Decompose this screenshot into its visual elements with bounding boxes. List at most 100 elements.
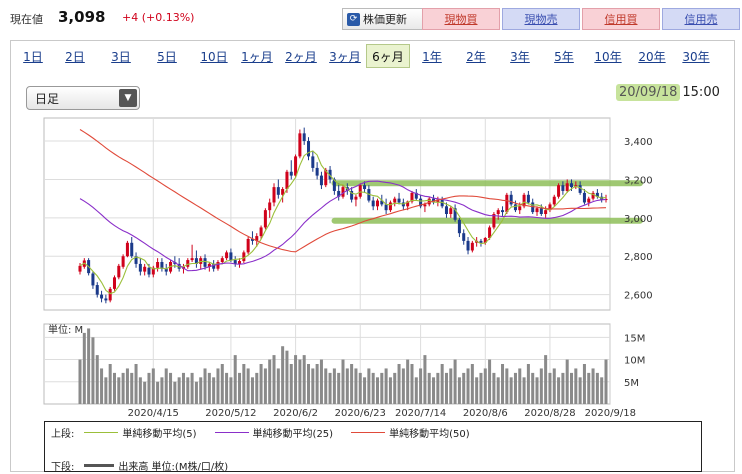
ma5-line (79, 150, 607, 295)
volume-bar (457, 377, 461, 404)
candle-body (212, 263, 216, 269)
volume-bar (108, 364, 112, 404)
volume-bar (199, 377, 203, 404)
volume-swatch (84, 464, 115, 467)
candle-body (315, 167, 319, 176)
tab-1y[interactable]: 1年 (422, 49, 442, 64)
volume-bar (488, 359, 492, 404)
price-tick-label: 2,800 (624, 252, 653, 263)
volume-bar (151, 368, 155, 404)
volume-bar (406, 359, 410, 404)
tab-3m[interactable]: 3ヶ月 (329, 49, 361, 64)
tab-10y[interactable]: 10年 (594, 49, 622, 64)
tab-3d[interactable]: 3日 (111, 49, 131, 64)
volume-tick-label: 15M (624, 333, 645, 344)
price-panel-border (43, 117, 611, 311)
volume-bar (470, 364, 474, 404)
volume-bar (147, 372, 151, 404)
volume-bar (160, 377, 164, 404)
tab-2y[interactable]: 2年 (466, 49, 486, 64)
candle-body (294, 156, 298, 176)
volume-bar (311, 368, 315, 404)
volume-bar (544, 355, 548, 404)
margin-buy-button[interactable]: 信用買 (582, 8, 660, 30)
tab-20y[interactable]: 20年 (638, 49, 666, 64)
tab-3y[interactable]: 3年 (510, 49, 530, 64)
tab-30y[interactable]: 30年 (682, 49, 710, 64)
volume-bar (337, 372, 341, 404)
candle-body (410, 192, 414, 202)
volume-bar (173, 381, 177, 404)
candle-body (276, 187, 280, 195)
volume-bar (522, 377, 526, 404)
volume-bar (169, 372, 173, 404)
candle-body (177, 263, 181, 269)
tab-1d[interactable]: 1日 (23, 49, 43, 64)
tab-10d[interactable]: 10日 (200, 49, 228, 64)
tab-5y[interactable]: 5年 (554, 49, 574, 64)
candle-body (436, 199, 440, 203)
volume-bar (345, 368, 349, 404)
volume-bar (341, 359, 345, 404)
spot-sell-button[interactable]: 現物売 (502, 8, 580, 30)
ma25-line (79, 180, 607, 272)
volume-bar (526, 364, 530, 404)
candle-body (505, 194, 509, 213)
volume-bar (393, 372, 397, 404)
volume-bar (125, 368, 129, 404)
volume-bar (276, 368, 280, 404)
refresh-quote-button[interactable]: ⟳ 株価更新 (342, 8, 428, 30)
volume-bar (453, 359, 457, 404)
candle-body (496, 210, 500, 214)
candle-body (488, 227, 492, 238)
candle-body (100, 294, 104, 299)
ma50-line (79, 129, 607, 253)
volume-bar (444, 372, 448, 404)
volume-bar (587, 372, 591, 404)
volume-bar (375, 377, 380, 404)
volume-bar (272, 355, 276, 404)
tab-6m[interactable]: 6ヶ月 (366, 44, 410, 68)
candle-period-value: 日足 (35, 91, 60, 106)
volume-bar (561, 372, 565, 404)
candle-body (233, 260, 237, 264)
volume-bar (548, 372, 552, 404)
candle-body (518, 206, 522, 211)
legend-volume-label: 出来高 単位:(M株/口/枚) (118, 462, 229, 473)
candle-body (78, 265, 82, 272)
candle-period-select[interactable]: 日足 ▼ (26, 86, 140, 110)
tab-5d[interactable]: 5日 (157, 49, 177, 64)
volume-bar (419, 368, 423, 404)
refresh-quote-label: 株価更新 (363, 13, 407, 26)
spot-buy-button[interactable]: 現物買 (422, 8, 500, 30)
legend-ma5-label: 単純移動平均(5) (122, 429, 197, 440)
candle-body (509, 194, 513, 205)
legend-ma25-label: 単純移動平均(25) (252, 429, 334, 440)
tab-1m[interactable]: 1ヶ月 (241, 49, 273, 64)
margin-sell-button[interactable]: 信用売 (662, 8, 740, 30)
candle-body (557, 185, 561, 197)
candle-body (427, 198, 431, 205)
volume-bar (397, 364, 401, 404)
x-tick-label: 2020/7/14 (395, 408, 446, 419)
candle-body (328, 169, 332, 180)
volume-bar (285, 350, 289, 404)
tab-2m[interactable]: 2ヶ月 (285, 49, 317, 64)
candle-body (483, 238, 487, 243)
volume-bar (427, 372, 431, 404)
candle-body (207, 263, 211, 267)
tab-2d[interactable]: 2日 (65, 49, 85, 64)
volume-bar (440, 364, 444, 404)
volume-bar (600, 377, 604, 404)
volume-bar (259, 364, 263, 404)
volume-bar (220, 364, 224, 404)
volume-bar (250, 377, 254, 404)
volume-bar (595, 372, 599, 404)
x-tick-label: 2020/5/12 (205, 408, 256, 419)
candle-body (259, 227, 263, 237)
candle-body (544, 210, 548, 214)
volume-bar (479, 372, 483, 404)
volume-bar (298, 359, 302, 404)
candle-body (522, 194, 526, 207)
volume-bar (505, 368, 509, 404)
